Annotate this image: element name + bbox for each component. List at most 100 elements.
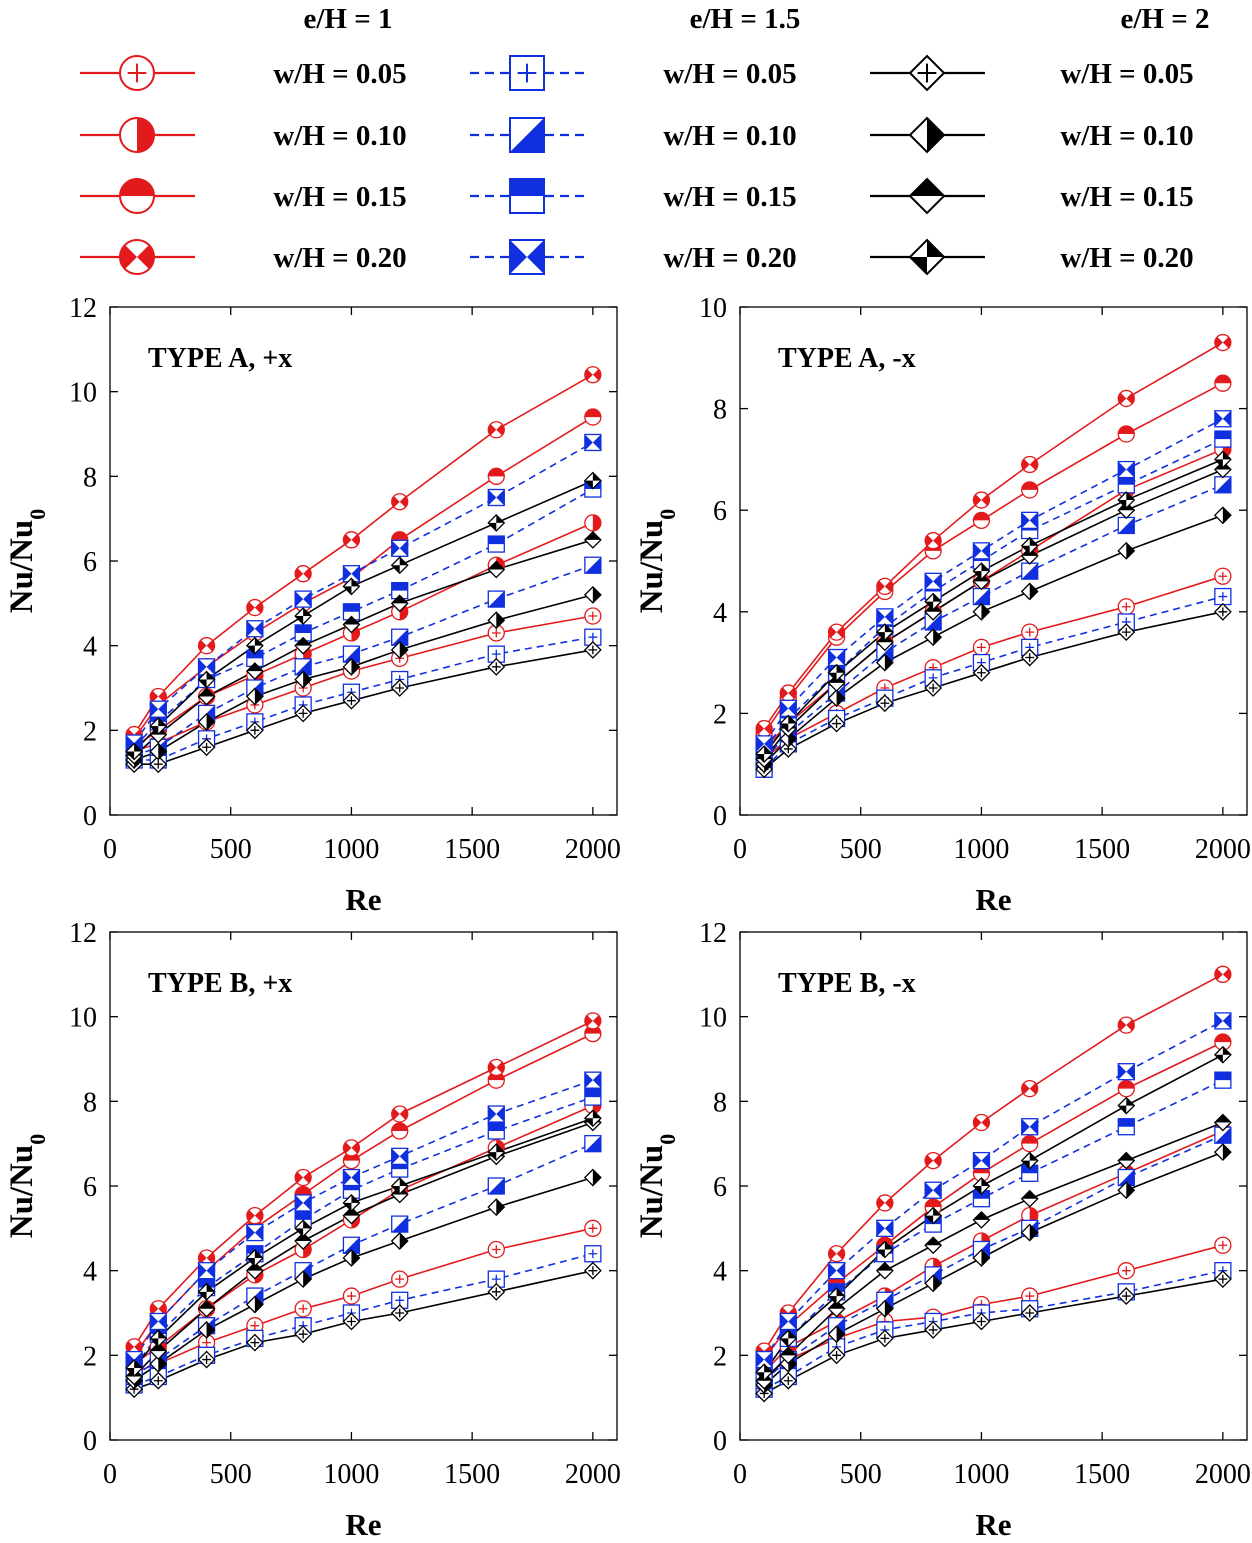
chart-panel: 0 500 1000 1500 2000 0 2 4 6 8 10 12 Re Nu/Nu0 TYPE B,… bbox=[4, 918, 621, 1542]
data-point bbox=[197, 637, 216, 655]
data-point bbox=[197, 670, 216, 689]
data-point bbox=[583, 1109, 602, 1128]
y-tick-label: 12 bbox=[69, 293, 97, 324]
data-point bbox=[342, 565, 361, 583]
data-point bbox=[1117, 623, 1136, 642]
data-point bbox=[149, 1371, 168, 1390]
data-point bbox=[779, 699, 797, 717]
x-tick-label: 500 bbox=[210, 1459, 252, 1490]
data-point bbox=[197, 658, 216, 676]
data-point bbox=[487, 467, 505, 485]
legend-entry-label: w/H = 0.05 bbox=[663, 58, 796, 90]
data-point bbox=[1020, 648, 1039, 667]
data-point bbox=[245, 1249, 264, 1267]
data-point bbox=[827, 1325, 846, 1344]
data-point bbox=[972, 511, 991, 530]
data-point bbox=[972, 587, 991, 606]
data-point bbox=[924, 1206, 943, 1225]
legend-group-title: e/H = 1.5 bbox=[690, 3, 801, 35]
data-point bbox=[390, 594, 409, 613]
legend: e/H = 1 w/H = 0.05 w/H = 0.10 w/H = 0.15 w/H… bbox=[80, 3, 1210, 276]
data-point bbox=[487, 1282, 506, 1301]
y-tick-label: 6 bbox=[83, 547, 97, 578]
y-tick-label: 8 bbox=[713, 1087, 727, 1118]
data-point bbox=[827, 714, 846, 733]
data-point bbox=[246, 1223, 264, 1242]
data-point bbox=[294, 590, 312, 608]
data-point bbox=[342, 1194, 361, 1212]
panel-title: TYPE A, +x bbox=[148, 343, 292, 374]
data-point bbox=[294, 1270, 313, 1289]
data-point bbox=[924, 532, 942, 550]
x-tick-label: 1500 bbox=[444, 1459, 500, 1490]
data-point bbox=[390, 556, 409, 575]
legend-entry-label: w/H = 0.15 bbox=[273, 181, 406, 213]
y-axis-label: Nu/Nu0 bbox=[634, 509, 680, 614]
data-point bbox=[972, 542, 991, 560]
data-point bbox=[1020, 582, 1039, 601]
series-line bbox=[763, 1079, 1224, 1373]
data-point bbox=[1117, 598, 1135, 616]
x-tick-label: 500 bbox=[210, 834, 252, 865]
data-point bbox=[972, 602, 991, 621]
data-point bbox=[294, 607, 313, 625]
data-point bbox=[875, 1261, 894, 1280]
data-point bbox=[487, 657, 506, 676]
data-point bbox=[755, 745, 774, 763]
data-point bbox=[294, 624, 312, 642]
data-point bbox=[972, 1113, 991, 1132]
data-point bbox=[972, 1177, 991, 1195]
data-point bbox=[197, 687, 216, 706]
legend-group-title: e/H = 2 bbox=[1120, 3, 1209, 35]
y-tick-label: 8 bbox=[83, 1087, 97, 1118]
data-point bbox=[876, 1194, 894, 1212]
data-point bbox=[972, 491, 991, 509]
data-point bbox=[827, 1287, 846, 1305]
data-point bbox=[246, 620, 264, 638]
chart-panel: 0 500 1000 1500 2000 0 2 4 6 8 10 12 Re Nu/Nu0 TYPE A,… bbox=[4, 293, 621, 917]
data-point bbox=[779, 1346, 798, 1365]
y-tick-label: 4 bbox=[713, 598, 727, 629]
data-point bbox=[827, 1346, 846, 1365]
x-tick-label: 1500 bbox=[1074, 1459, 1130, 1490]
data-point bbox=[584, 514, 602, 532]
data-point bbox=[1117, 1118, 1135, 1136]
data-point bbox=[197, 1350, 216, 1369]
data-point bbox=[1117, 1181, 1136, 1200]
data-point bbox=[487, 421, 505, 439]
legend-marker-diamond bbox=[908, 177, 946, 215]
data-point bbox=[779, 1371, 798, 1390]
data-point bbox=[755, 719, 773, 738]
data-point bbox=[1214, 587, 1232, 606]
y-axis-label: Nu/Nu0 bbox=[634, 1134, 680, 1239]
data-point bbox=[391, 1147, 409, 1166]
data-point bbox=[1214, 1012, 1232, 1030]
data-point bbox=[755, 1363, 774, 1382]
data-point bbox=[779, 684, 797, 702]
legend-marker-square bbox=[509, 55, 545, 91]
data-point bbox=[391, 1122, 409, 1140]
y-tick-label: 6 bbox=[713, 496, 727, 527]
panel-title: TYPE B, +x bbox=[148, 968, 292, 999]
data-point bbox=[1214, 1236, 1232, 1254]
x-axis-label: Re bbox=[975, 1507, 1011, 1542]
data-point bbox=[294, 1219, 313, 1238]
y-tick-label: 0 bbox=[713, 801, 727, 832]
data-point bbox=[827, 689, 846, 708]
data-point bbox=[583, 585, 602, 604]
data-point bbox=[1117, 1096, 1136, 1115]
y-axis-label-subscript: 0 bbox=[25, 509, 50, 520]
data-point bbox=[149, 742, 168, 761]
data-point bbox=[1213, 1143, 1232, 1162]
legend-marker-circle bbox=[119, 117, 155, 153]
data-point bbox=[487, 1058, 505, 1077]
data-point bbox=[390, 1232, 409, 1250]
series-line bbox=[134, 636, 594, 761]
x-tick-label: 2000 bbox=[1195, 1459, 1251, 1490]
data-point bbox=[1021, 481, 1039, 499]
data-point bbox=[584, 556, 602, 574]
data-point bbox=[294, 1325, 313, 1344]
y-tick-label: 10 bbox=[69, 378, 97, 409]
data-point bbox=[584, 1219, 602, 1237]
